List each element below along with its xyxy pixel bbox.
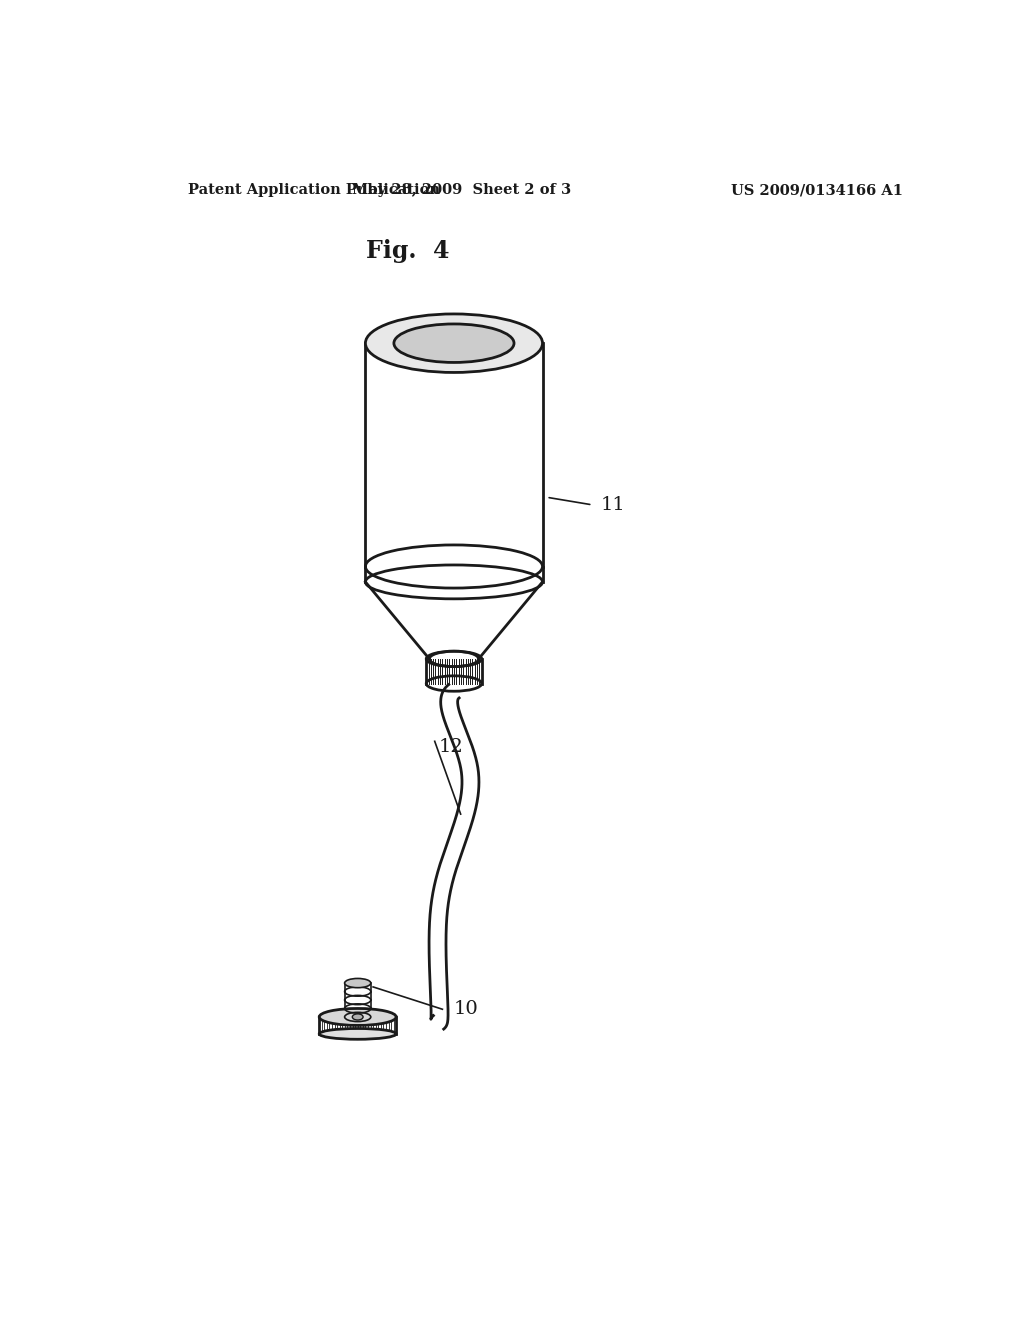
Text: Patent Application Publication: Patent Application Publication <box>188 183 440 197</box>
Ellipse shape <box>366 314 543 372</box>
Text: May 28, 2009  Sheet 2 of 3: May 28, 2009 Sheet 2 of 3 <box>352 183 571 197</box>
Ellipse shape <box>319 1028 396 1039</box>
Text: Fig.  4: Fig. 4 <box>366 239 450 263</box>
Text: 10: 10 <box>454 1001 478 1018</box>
Text: 12: 12 <box>438 738 463 756</box>
Ellipse shape <box>394 323 514 363</box>
Ellipse shape <box>352 1014 364 1020</box>
Ellipse shape <box>345 978 371 987</box>
Text: US 2009/0134166 A1: US 2009/0134166 A1 <box>731 183 903 197</box>
Text: 11: 11 <box>600 496 625 513</box>
Ellipse shape <box>319 1008 396 1026</box>
